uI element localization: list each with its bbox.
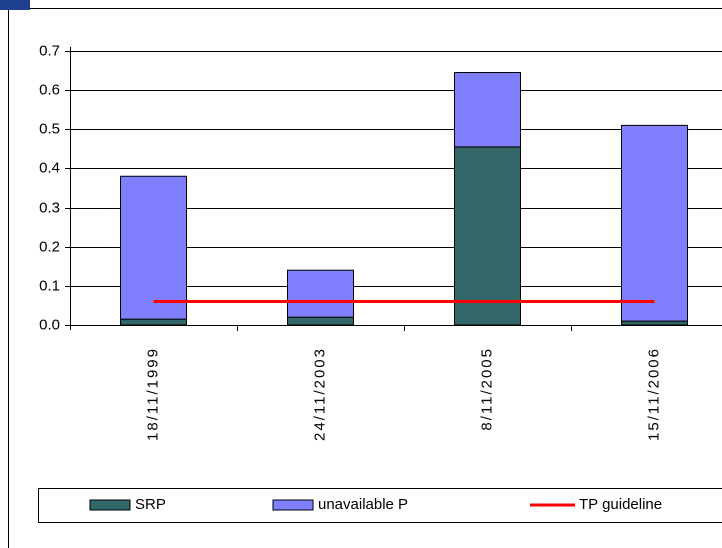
- legend-swatch: [272, 499, 314, 511]
- y-tick-label: 0.5: [39, 120, 60, 137]
- y-tick-label: 0.1: [39, 277, 60, 294]
- legend-label: SRP: [135, 496, 166, 513]
- x-tick-label: 15/11/2006: [645, 347, 662, 441]
- y-tick-label: 0.0: [39, 316, 60, 333]
- bar-segment: [621, 320, 688, 326]
- bar-segment: [454, 72, 521, 148]
- bar-segment: [287, 316, 354, 326]
- legend-label: unavailable P: [318, 496, 408, 513]
- bar-segment: [120, 318, 187, 326]
- bar-segment: [621, 124, 688, 322]
- bar-segment: [287, 269, 354, 318]
- y-tick-label: 0.7: [39, 42, 60, 59]
- legend-box: [38, 488, 722, 523]
- y-tick-label: 0.4: [39, 159, 60, 176]
- legend-label: TP guideline: [579, 496, 662, 513]
- bar-segment: [120, 175, 187, 320]
- legend-swatch: [89, 499, 131, 511]
- y-tick-label: 0.6: [39, 81, 60, 98]
- bar-segment: [454, 146, 521, 326]
- y-tick-label: 0.2: [39, 238, 60, 255]
- y-tick-label: 0.3: [39, 199, 60, 216]
- x-tick-label: 8/11/2005: [478, 347, 495, 431]
- x-tick-label: 24/11/2003: [311, 347, 328, 441]
- x-tick-label: 18/11/1999: [144, 347, 161, 441]
- corner-badge: [0, 0, 30, 10]
